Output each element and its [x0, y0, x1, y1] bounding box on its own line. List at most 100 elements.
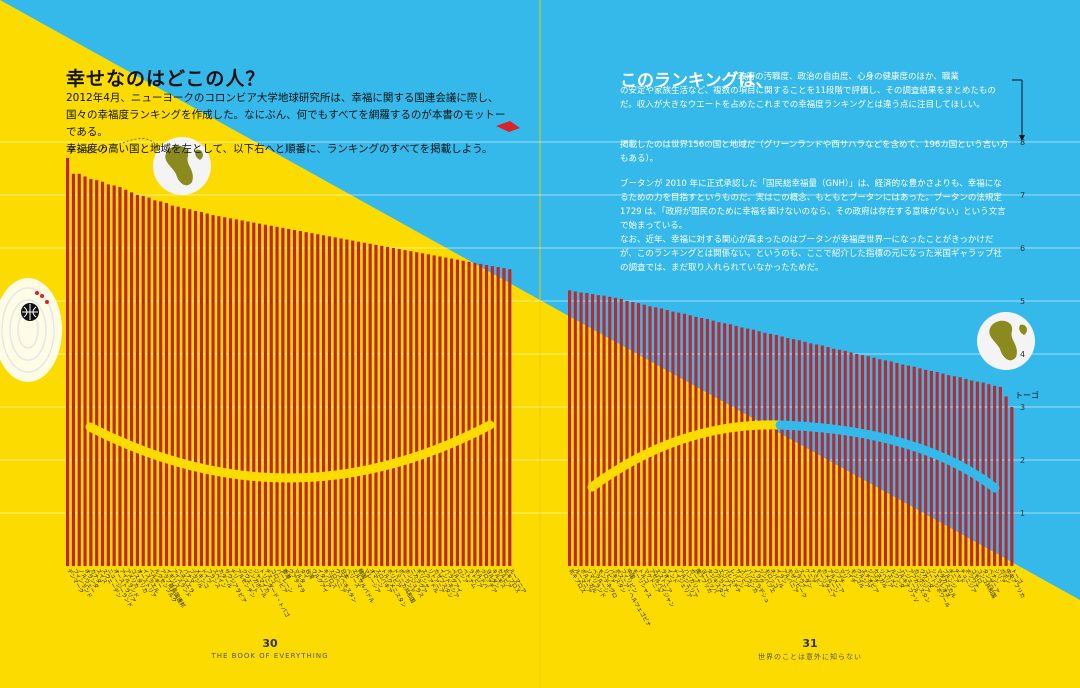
bar	[473, 262, 477, 566]
bar	[849, 352, 853, 566]
globe-icon	[977, 312, 1035, 370]
red-flag-icon	[496, 121, 520, 132]
bar	[941, 373, 945, 566]
bar	[820, 345, 824, 566]
bar	[590, 294, 595, 566]
bar	[409, 251, 413, 566]
y-tick-label: 5	[1020, 297, 1025, 306]
bar	[356, 241, 361, 566]
bar	[461, 260, 465, 566]
x-tick-label: マリ	[837, 568, 849, 581]
bar	[860, 355, 865, 566]
bar	[631, 302, 635, 566]
bar	[147, 197, 151, 566]
bar	[878, 359, 882, 566]
bar	[508, 269, 512, 566]
bar	[258, 223, 262, 566]
y-tick-label: 6	[1020, 244, 1025, 253]
bar	[496, 267, 500, 566]
bar	[568, 290, 572, 566]
globe-icon	[109, 137, 211, 195]
bar	[316, 234, 320, 566]
page-title-right: 世界のことは意外に知らない	[758, 653, 862, 661]
bar	[374, 244, 378, 566]
bar	[438, 256, 442, 566]
bar	[774, 334, 778, 566]
right-para1: の安定や家族生活など、複数の項目に関することを11段階で評価し、その調査結果をま…	[620, 86, 996, 110]
bar	[958, 377, 962, 566]
bar	[613, 297, 618, 566]
bar	[579, 292, 583, 566]
bar	[803, 341, 807, 566]
smile-right-yellow	[587, 420, 785, 492]
bar	[918, 368, 922, 566]
x-tick-label: チリ	[228, 568, 240, 581]
bar	[322, 235, 326, 566]
bar	[420, 253, 425, 567]
bar	[217, 216, 221, 566]
bar	[263, 224, 268, 566]
bar	[118, 187, 122, 567]
bars-left	[66, 157, 512, 567]
y-axis-right	[1012, 79, 1025, 141]
bar	[728, 324, 732, 566]
bar	[77, 173, 81, 567]
bar	[883, 360, 888, 566]
bar	[194, 210, 198, 566]
bar	[740, 327, 744, 566]
bar	[100, 181, 105, 566]
page-title: 幸せなのはどこの人？	[66, 68, 266, 90]
y-tick-labels: 1 2 3 4 5 6 7 8	[1020, 138, 1025, 518]
bar	[426, 254, 430, 567]
bar	[642, 304, 646, 566]
y-tick-label: 7	[1020, 191, 1025, 200]
bar	[95, 180, 99, 566]
bar	[368, 243, 372, 566]
bar	[929, 370, 934, 566]
bar	[386, 246, 390, 566]
bar	[723, 323, 727, 566]
bar	[952, 376, 956, 566]
bar	[694, 316, 698, 566]
bar	[141, 196, 145, 566]
bar	[809, 343, 813, 566]
chart-labels: デンマーク トーゴ	[68, 145, 1039, 400]
bar	[188, 209, 192, 566]
bar	[912, 366, 916, 566]
right-para4: なお、近年、幸福に対する関心が高まったのはブータンが幸福度世界一になったことがき…	[620, 235, 1002, 273]
bar	[484, 264, 489, 566]
bar	[176, 206, 180, 566]
bar	[895, 363, 899, 566]
bar	[625, 301, 629, 566]
bar	[814, 344, 819, 566]
bar	[467, 261, 471, 566]
bar	[648, 306, 652, 566]
smile-left	[85, 420, 495, 483]
bar	[304, 232, 308, 566]
right-para2: 掲載したのは世界156の国と地域だ（グリーンランドや西サハラなどを含めて、196…	[620, 140, 1009, 164]
bar	[585, 293, 589, 566]
bar	[479, 263, 483, 566]
bar	[106, 184, 110, 566]
bar	[246, 221, 250, 566]
bar	[71, 173, 76, 567]
bar	[769, 333, 773, 566]
bar	[797, 340, 801, 566]
bar	[223, 217, 227, 566]
bar	[659, 308, 664, 566]
bar	[947, 375, 951, 566]
bar	[602, 295, 606, 566]
axis-arrow	[1019, 135, 1025, 141]
bar	[455, 259, 460, 566]
bar	[757, 331, 761, 566]
bar	[826, 347, 830, 566]
bar	[269, 225, 273, 567]
bar	[432, 255, 436, 567]
bar	[636, 303, 641, 566]
bar	[746, 328, 750, 566]
y-tick-label: 3	[1020, 403, 1025, 412]
bar	[837, 349, 842, 566]
bar	[700, 317, 704, 566]
bar	[281, 227, 285, 567]
